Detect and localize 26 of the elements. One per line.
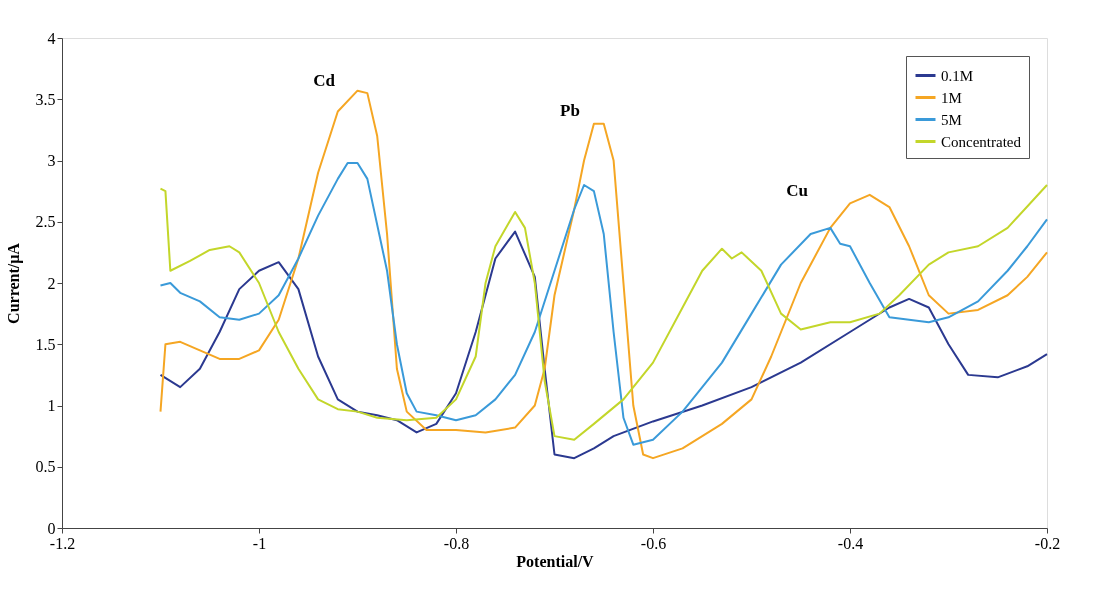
legend-label: Concentrated bbox=[941, 133, 1022, 150]
x-tick-label: -1.2 bbox=[49, 534, 76, 552]
line-series bbox=[159, 230, 1048, 460]
y-tick-label: 2.5 bbox=[35, 213, 56, 231]
annotation: Cd bbox=[313, 71, 336, 90]
annotation: Pb bbox=[560, 101, 580, 120]
legend-label: 1M bbox=[941, 89, 962, 106]
line-series bbox=[159, 89, 1048, 460]
y-tick-label: 3.5 bbox=[35, 90, 56, 108]
legend-label: 0.1M bbox=[941, 67, 974, 84]
y-tick-label: 4 bbox=[47, 29, 56, 47]
y-axis-title: Current/μA bbox=[4, 242, 23, 324]
y-tick-label: 2 bbox=[47, 274, 56, 292]
y-tick-label: 0.5 bbox=[35, 458, 56, 476]
x-tick-label: -0.2 bbox=[1034, 534, 1061, 552]
x-tick-label: -0.6 bbox=[640, 534, 667, 552]
legend-label: 5M bbox=[941, 111, 962, 128]
y-tick-label: 0 bbox=[47, 519, 56, 537]
x-tick-label: -1 bbox=[252, 534, 267, 552]
y-tick-label: 1 bbox=[47, 397, 56, 414]
x-axis-title: Potential/V bbox=[516, 552, 595, 570]
y-tick-label: 1.5 bbox=[35, 335, 56, 353]
annotation: Cu bbox=[786, 181, 808, 200]
y-tick-label: 3 bbox=[47, 152, 56, 169]
x-tick-label: -0.8 bbox=[443, 534, 470, 552]
x-tick-label: -0.4 bbox=[837, 534, 864, 552]
